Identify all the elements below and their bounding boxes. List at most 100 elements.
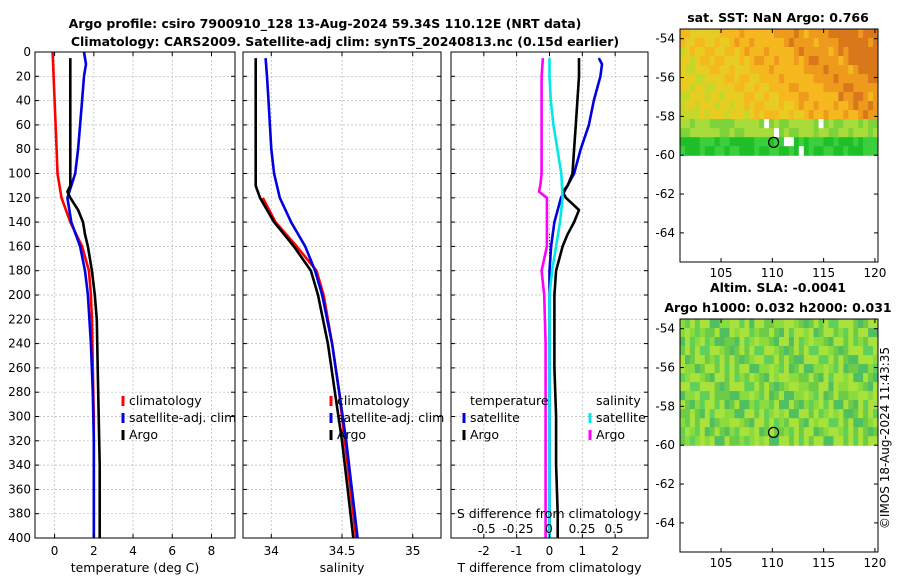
- map-cell: [838, 47, 844, 57]
- map-cell: [858, 373, 864, 383]
- map-cell: [754, 319, 760, 329]
- map-cell: [793, 328, 800, 338]
- legend-label: satellite-adj. clim: [337, 410, 444, 425]
- map-cell: [729, 436, 735, 446]
- x-tick-label: 0: [51, 544, 59, 558]
- map-cell: [853, 110, 859, 120]
- map-cell: [724, 119, 730, 129]
- map-cell: [769, 346, 775, 356]
- map-cell: [833, 373, 839, 383]
- map-cell: [764, 119, 770, 129]
- map-cell: [798, 137, 805, 147]
- map-cell: [729, 137, 735, 147]
- map-cell: [694, 74, 701, 84]
- map-cell: [798, 92, 805, 102]
- map-cell: [828, 29, 834, 39]
- map-cell: [680, 436, 686, 446]
- map-cell: [694, 92, 701, 102]
- map-cell: [699, 400, 706, 410]
- s-tick-label: 0.25: [569, 522, 596, 536]
- map-cell: [798, 409, 805, 419]
- map-cell: [744, 382, 750, 392]
- x-tick-label: 105: [710, 266, 733, 280]
- map-cell: [739, 373, 745, 383]
- map-cell: [759, 137, 765, 147]
- map-cell: [803, 391, 810, 401]
- map-cell: [769, 65, 775, 75]
- map-cell: [808, 382, 815, 392]
- map-cell: [709, 38, 716, 48]
- map-cell: [744, 47, 750, 57]
- map-cell: [739, 355, 745, 365]
- y-tick-label: 100: [8, 167, 31, 181]
- map-cell: [734, 364, 740, 374]
- map-cell: [873, 328, 879, 338]
- map-cell: [853, 83, 859, 93]
- map-cell: [729, 110, 735, 120]
- map-cell: [694, 65, 701, 75]
- map-cell: [848, 319, 854, 329]
- map-cell: [714, 346, 721, 356]
- map-cell: [833, 128, 839, 138]
- map-cell: [803, 436, 810, 446]
- map-cell: [709, 65, 716, 75]
- map-cell: [838, 101, 844, 111]
- map-cell: [779, 337, 785, 347]
- map-cell: [774, 409, 780, 419]
- map-cell: [774, 92, 780, 102]
- map-cell: [868, 328, 874, 338]
- map-cell: [759, 373, 765, 383]
- map-cell: [793, 146, 800, 156]
- map-cell: [843, 65, 849, 75]
- map-cell: [724, 92, 730, 102]
- map-cell: [863, 337, 869, 347]
- sla-map-subtitle: Argo h1000: 0.032 h2000: 0.031: [664, 300, 891, 315]
- map-cell: [764, 373, 770, 383]
- map-cell: [863, 382, 869, 392]
- sst-map-panel: -54 -56 -58 -60 -62 -64 105 110 115 120: [655, 28, 886, 280]
- map-cell: [774, 83, 780, 93]
- map-cell: [749, 101, 755, 111]
- map-cell: [714, 83, 721, 93]
- map-cell: [873, 400, 879, 410]
- map-cell: [818, 119, 825, 129]
- map-cell: [724, 56, 730, 66]
- map-cell: [754, 119, 760, 129]
- map-cell: [680, 382, 686, 392]
- map-cell: [868, 65, 874, 75]
- map-cell: [739, 400, 745, 410]
- x-tick-label: 120: [863, 266, 886, 280]
- map-cell: [793, 83, 800, 93]
- map-cell: [724, 436, 730, 446]
- map-cell: [868, 137, 874, 147]
- map-cell: [729, 119, 735, 129]
- map-cell: [744, 101, 750, 111]
- map-cell: [779, 355, 785, 365]
- map-cell: [858, 74, 864, 84]
- map-frame: [679, 28, 879, 263]
- map-cell: [843, 427, 849, 437]
- map-cell: [774, 346, 780, 356]
- y-tick-label: 120: [8, 191, 31, 205]
- map-cell: [793, 137, 800, 147]
- map-cell: [808, 346, 815, 356]
- map-cell: [680, 83, 686, 93]
- map-cell: [714, 319, 721, 329]
- map-cell: [788, 382, 795, 392]
- map-cell: [714, 436, 721, 446]
- map-cell: [704, 355, 711, 365]
- map-cell: [759, 400, 765, 410]
- map-cell: [833, 319, 839, 329]
- map-cell: [853, 47, 859, 57]
- map-cell: [769, 119, 775, 129]
- map-cell: [699, 373, 706, 383]
- map-cell: [798, 146, 805, 156]
- map-cell: [803, 101, 810, 111]
- map-cell: [739, 65, 745, 75]
- map-cell: [858, 38, 864, 48]
- map-cell: [873, 146, 879, 156]
- map-cell: [779, 137, 785, 147]
- map-cell: [843, 74, 849, 84]
- map-cell: [699, 83, 706, 93]
- map-cell: [798, 373, 805, 383]
